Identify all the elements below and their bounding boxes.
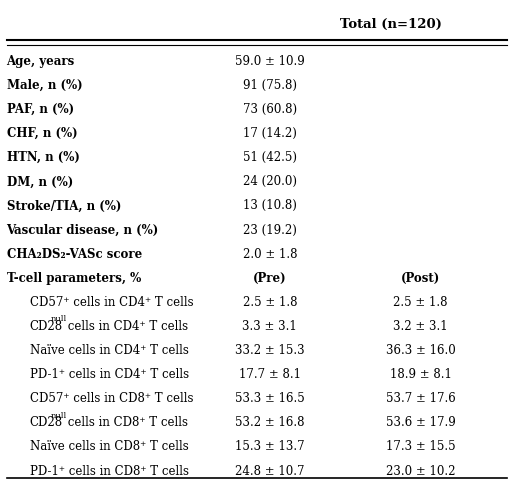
Text: 53.6 ± 17.9: 53.6 ± 17.9 [386,416,455,429]
Text: (Pre): (Pre) [253,271,287,284]
Text: Male, n (%): Male, n (%) [7,79,82,92]
Text: Naïve cells in CD4⁺ T cells: Naïve cells in CD4⁺ T cells [29,343,189,356]
Text: CHF, n (%): CHF, n (%) [7,127,77,140]
Text: 17 (14.2): 17 (14.2) [243,127,297,140]
Text: 73 (60.8): 73 (60.8) [243,103,297,116]
Text: HTN, n (%): HTN, n (%) [7,151,79,164]
Text: 15.3 ± 13.7: 15.3 ± 13.7 [235,440,305,453]
Text: null: null [51,411,67,419]
Text: PD-1⁺ cells in CD8⁺ T cells: PD-1⁺ cells in CD8⁺ T cells [29,464,189,477]
Text: Age, years: Age, years [7,55,75,68]
Text: 33.2 ± 15.3: 33.2 ± 15.3 [235,343,305,356]
Text: Vascular disease, n (%): Vascular disease, n (%) [7,223,159,236]
Text: 2.5 ± 1.8: 2.5 ± 1.8 [243,295,297,308]
Text: 36.3 ± 16.0: 36.3 ± 16.0 [386,343,455,356]
Text: CD57⁺ cells in CD4⁺ T cells: CD57⁺ cells in CD4⁺ T cells [29,295,193,308]
Text: Total (n=120): Total (n=120) [340,18,442,31]
Text: (Post): (Post) [401,271,440,284]
Text: 23 (19.2): 23 (19.2) [243,223,297,236]
Text: 2.5 ± 1.8: 2.5 ± 1.8 [393,295,448,308]
Text: 2.0 ± 1.8: 2.0 ± 1.8 [243,247,297,260]
Text: Stroke/TIA, n (%): Stroke/TIA, n (%) [7,199,121,212]
Text: null: null [51,314,67,323]
Text: CHA₂DS₂-VASc score: CHA₂DS₂-VASc score [7,247,142,260]
Text: 53.2 ± 16.8: 53.2 ± 16.8 [235,416,304,429]
Text: PD-1⁺ cells in CD4⁺ T cells: PD-1⁺ cells in CD4⁺ T cells [29,367,189,380]
Text: 23.0 ± 10.2: 23.0 ± 10.2 [386,464,455,477]
Text: 18.9 ± 8.1: 18.9 ± 8.1 [390,367,451,380]
Text: DM, n (%): DM, n (%) [7,175,73,188]
Text: Naïve cells in CD8⁺ T cells: Naïve cells in CD8⁺ T cells [29,440,188,453]
Text: 51 (42.5): 51 (42.5) [243,151,297,164]
Text: PAF, n (%): PAF, n (%) [7,103,74,116]
Text: CD28: CD28 [29,416,63,429]
Text: 91 (75.8): 91 (75.8) [243,79,297,92]
Text: T-cell parameters, %: T-cell parameters, % [7,271,141,284]
Text: 3.3 ± 3.1: 3.3 ± 3.1 [243,319,297,332]
Text: 59.0 ± 10.9: 59.0 ± 10.9 [235,55,305,68]
Text: 17.7 ± 8.1: 17.7 ± 8.1 [239,367,301,380]
Text: 24 (20.0): 24 (20.0) [243,175,297,188]
Text: 13 (10.8): 13 (10.8) [243,199,297,212]
Text: 17.3 ± 15.5: 17.3 ± 15.5 [386,440,455,453]
Text: CD28: CD28 [29,319,63,332]
Text: 53.7 ± 17.6: 53.7 ± 17.6 [386,391,455,405]
Text: cells in CD8⁺ T cells: cells in CD8⁺ T cells [64,416,188,429]
Text: CD57⁺ cells in CD8⁺ T cells: CD57⁺ cells in CD8⁺ T cells [29,391,193,405]
Text: 3.2 ± 3.1: 3.2 ± 3.1 [393,319,448,332]
Text: 53.3 ± 16.5: 53.3 ± 16.5 [235,391,305,405]
Text: 24.8 ± 10.7: 24.8 ± 10.7 [235,464,304,477]
Text: cells in CD4⁺ T cells: cells in CD4⁺ T cells [64,319,189,332]
